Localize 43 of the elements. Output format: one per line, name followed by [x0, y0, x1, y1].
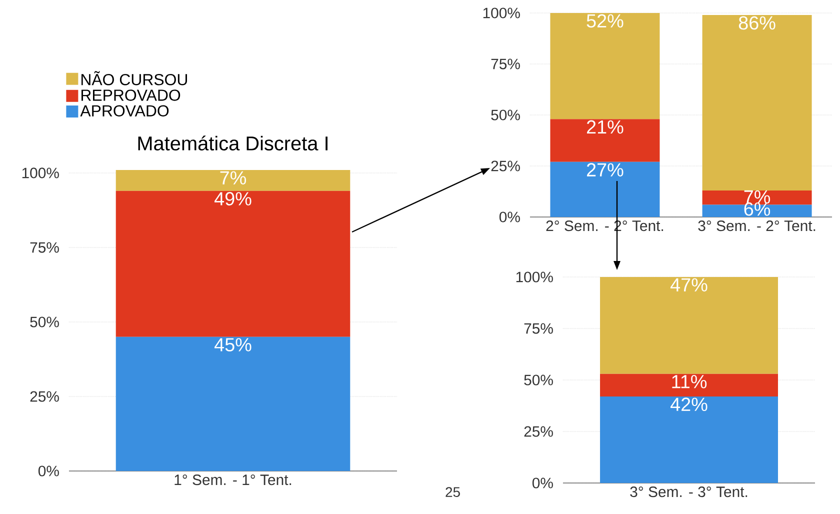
- data-label: 27%: [586, 163, 624, 176]
- data-label: 11%: [672, 375, 707, 388]
- data-label: 7%: [744, 190, 770, 204]
- y-tick-label: 100%: [516, 272, 553, 282]
- bar: [600, 276, 778, 374]
- y-tick-label: 100%: [22, 168, 59, 178]
- data-label: 6%: [744, 202, 770, 216]
- bar: [116, 190, 350, 337]
- bar: [550, 12, 660, 120]
- data-label: 42%: [670, 398, 708, 412]
- y-tick-label: 25%: [491, 160, 520, 172]
- data-label: 7%: [220, 171, 246, 184]
- y-tick-label: 75%: [491, 58, 520, 70]
- data-label: 21%: [586, 120, 624, 134]
- y-tick-label: 100%: [483, 8, 520, 18]
- x-tick-label: 3° Sem. - 3° Tent.: [630, 486, 748, 498]
- y-tick-label: 0%: [532, 478, 553, 488]
- chart-title: Matemática Discreta I: [138, 136, 328, 150]
- y-tick-label: 50%: [30, 316, 59, 328]
- legend-label: REPROVADO: [81, 90, 180, 101]
- data-label: 45%: [214, 338, 252, 352]
- x-tick-label: 1° Sem. - 1° Tent.: [174, 474, 292, 486]
- data-label: 86%: [738, 16, 776, 30]
- text: 25: [446, 487, 460, 498]
- x-tick-label: 3° Sem. - 2° Tent.: [698, 220, 816, 232]
- bar: [702, 15, 812, 190]
- data-label: 49%: [214, 192, 252, 206]
- legend-label: APROVADO: [80, 105, 169, 116]
- legend-label: NÃO CURSOU: [81, 71, 187, 86]
- y-tick-label: 25%: [30, 391, 59, 402]
- y-tick-label: 25%: [524, 426, 553, 437]
- y-tick-label: 50%: [491, 110, 520, 120]
- bar: [600, 374, 778, 396]
- data-label: 47%: [670, 278, 708, 292]
- data-label: 52%: [586, 14, 624, 28]
- y-tick-label: 0%: [38, 466, 59, 476]
- bar: [600, 396, 778, 483]
- y-tick-label: 75%: [30, 242, 59, 253]
- y-tick-label: 50%: [524, 374, 553, 386]
- y-tick-label: 0%: [499, 212, 520, 222]
- bar: [116, 336, 350, 471]
- bar: [550, 119, 660, 162]
- y-tick-label: 75%: [524, 323, 553, 334]
